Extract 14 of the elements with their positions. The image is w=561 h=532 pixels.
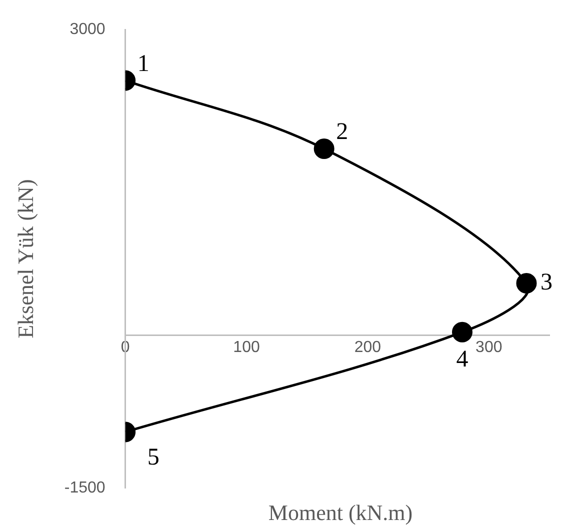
- point: [452, 322, 472, 342]
- x-tick-label: 100: [233, 339, 260, 356]
- y-axis-title: Eksenel Yük (kN): [12, 179, 38, 338]
- y-tick-label: 3000: [70, 21, 106, 38]
- annotation: 3: [540, 270, 552, 296]
- y-tick-label: -1500: [64, 479, 106, 496]
- annotation: 1: [137, 50, 150, 77]
- annotation: 4: [456, 346, 468, 372]
- x-tick-label: 200: [354, 339, 382, 356]
- point: [516, 273, 537, 294]
- x-axis-title: Moment (kN.m): [267, 500, 414, 526]
- x-tick-label: 300: [476, 339, 502, 356]
- annotation: 5: [147, 444, 160, 470]
- annotation: 2: [336, 119, 348, 146]
